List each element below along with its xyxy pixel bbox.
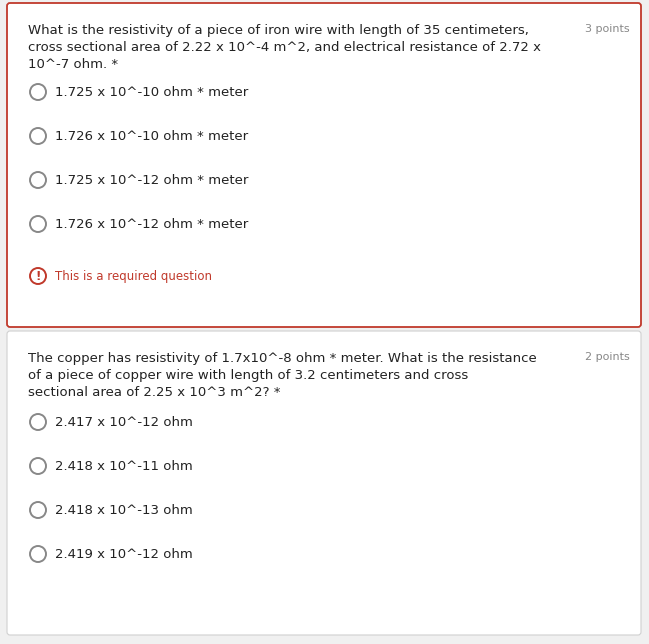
Text: The copper has resistivity of 1.7x10^-8 ohm * meter. What is the resistance: The copper has resistivity of 1.7x10^-8 …	[28, 352, 537, 365]
Text: !: !	[35, 269, 41, 283]
Text: 1.725 x 10^-12 ohm * meter: 1.725 x 10^-12 ohm * meter	[55, 173, 249, 187]
Text: 1.726 x 10^-12 ohm * meter: 1.726 x 10^-12 ohm * meter	[55, 218, 249, 231]
Circle shape	[30, 172, 46, 188]
Circle shape	[30, 84, 46, 100]
Text: This is a required question: This is a required question	[55, 269, 212, 283]
Text: 10^-7 ohm. *: 10^-7 ohm. *	[28, 58, 118, 71]
Text: 2.417 x 10^-12 ohm: 2.417 x 10^-12 ohm	[55, 415, 193, 428]
Text: sectional area of 2.25 x 10^3 m^2? *: sectional area of 2.25 x 10^3 m^2? *	[28, 386, 280, 399]
Circle shape	[30, 458, 46, 474]
Text: 2 points: 2 points	[585, 352, 630, 362]
FancyBboxPatch shape	[7, 3, 641, 327]
Text: 2.419 x 10^-12 ohm: 2.419 x 10^-12 ohm	[55, 547, 193, 560]
Circle shape	[30, 414, 46, 430]
Circle shape	[30, 268, 46, 284]
Text: cross sectional area of 2.22 x 10^-4 m^2, and electrical resistance of 2.72 x: cross sectional area of 2.22 x 10^-4 m^2…	[28, 41, 541, 54]
Text: of a piece of copper wire with length of 3.2 centimeters and cross: of a piece of copper wire with length of…	[28, 369, 468, 382]
Text: 2.418 x 10^-13 ohm: 2.418 x 10^-13 ohm	[55, 504, 193, 516]
Circle shape	[30, 502, 46, 518]
Circle shape	[30, 546, 46, 562]
Text: What is the resistivity of a piece of iron wire with length of 35 centimeters,: What is the resistivity of a piece of ir…	[28, 24, 529, 37]
FancyBboxPatch shape	[7, 331, 641, 635]
Text: 1.725 x 10^-10 ohm * meter: 1.725 x 10^-10 ohm * meter	[55, 86, 249, 99]
Text: 3 points: 3 points	[585, 24, 630, 34]
Text: 2.418 x 10^-11 ohm: 2.418 x 10^-11 ohm	[55, 460, 193, 473]
Circle shape	[30, 128, 46, 144]
Text: 1.726 x 10^-10 ohm * meter: 1.726 x 10^-10 ohm * meter	[55, 129, 248, 142]
Circle shape	[30, 216, 46, 232]
